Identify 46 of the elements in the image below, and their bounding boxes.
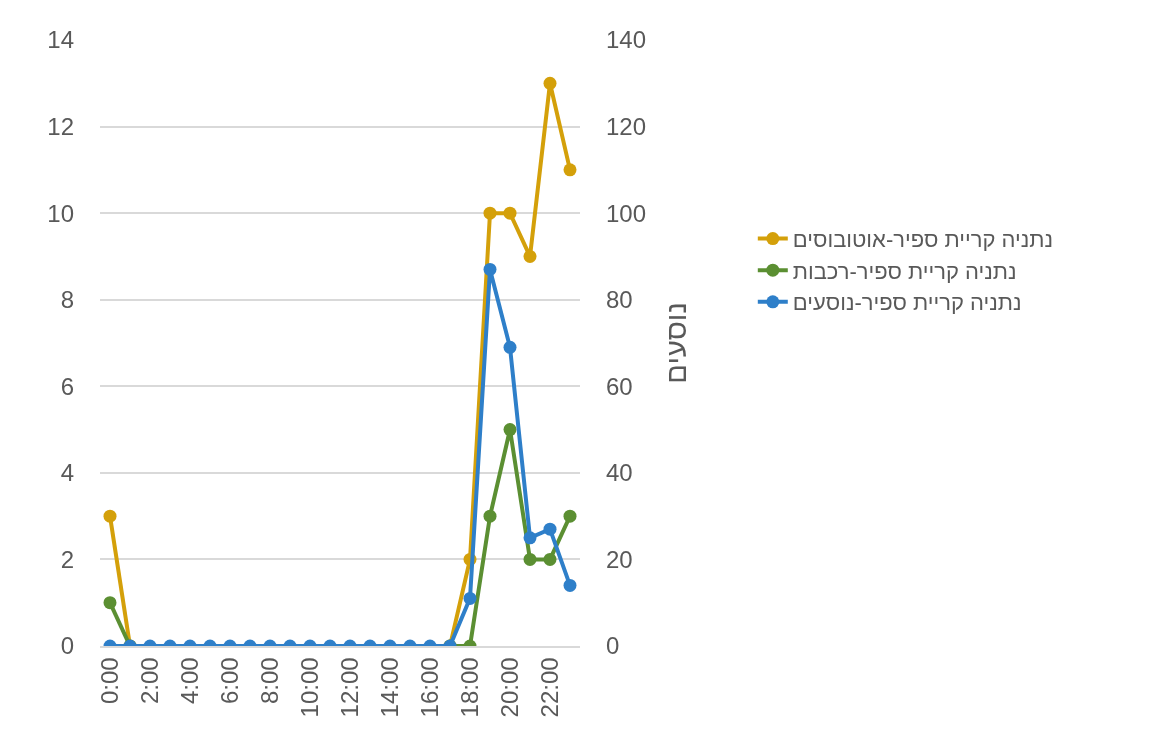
point bbox=[483, 262, 497, 276]
point bbox=[103, 509, 117, 523]
y2-tick-label: 80 bbox=[606, 286, 633, 314]
y2-tick-label: 120 bbox=[606, 112, 647, 140]
y-tick-label: 2 bbox=[60, 545, 74, 573]
y-tick-label: 4 bbox=[60, 459, 74, 487]
y2-tick-label: 20 bbox=[606, 545, 633, 573]
point bbox=[523, 249, 537, 263]
x-tick-label: 0:00 bbox=[95, 657, 123, 705]
y-tick-label: 14 bbox=[47, 26, 74, 54]
point bbox=[543, 76, 557, 90]
point bbox=[503, 206, 517, 220]
x-tick-label: 2:00 bbox=[135, 657, 163, 705]
point bbox=[523, 552, 537, 566]
point bbox=[503, 423, 517, 437]
y2-axis-title: נוסעים bbox=[659, 302, 692, 384]
y-tick-label: 6 bbox=[60, 372, 74, 400]
x-tick-label: 22:00 bbox=[535, 657, 563, 718]
y2-tick-label: 0 bbox=[606, 632, 620, 660]
legend-label: נתניה קריית ספיר-נוסעים bbox=[792, 290, 1022, 316]
point bbox=[483, 206, 497, 220]
point bbox=[543, 552, 557, 566]
y2-tick-label: 140 bbox=[606, 26, 647, 54]
x-tick-label: 20:00 bbox=[495, 657, 523, 718]
y-tick-label: 8 bbox=[60, 286, 74, 314]
y-tick-label: 10 bbox=[47, 199, 74, 227]
point bbox=[563, 163, 577, 177]
y2-tick-label: 60 bbox=[606, 372, 633, 400]
legend-label: נתניה קריית ספיר-רכבות bbox=[792, 258, 1017, 284]
x-tick-label: 12:00 bbox=[335, 657, 363, 718]
x-tick-label: 10:00 bbox=[295, 657, 323, 718]
y2-tick-label: 100 bbox=[606, 199, 647, 227]
y2-tick-label: 40 bbox=[606, 459, 633, 487]
x-tick-label: 6:00 bbox=[215, 657, 243, 705]
x-tick-label: 4:00 bbox=[175, 657, 203, 705]
y-tick-label: 0 bbox=[60, 632, 74, 660]
point bbox=[103, 596, 117, 610]
legend-label: נתניה קריית ספיר-אוטובוסים bbox=[792, 227, 1054, 253]
x-tick-label: 14:00 bbox=[375, 657, 403, 718]
x-tick-label: 8:00 bbox=[255, 657, 283, 705]
y-tick-label: 12 bbox=[47, 112, 74, 140]
point bbox=[483, 509, 497, 523]
x-tick-label: 18:00 bbox=[455, 657, 483, 718]
point bbox=[503, 340, 517, 354]
x-tick-label: 16:00 bbox=[415, 657, 443, 718]
point bbox=[563, 509, 577, 523]
